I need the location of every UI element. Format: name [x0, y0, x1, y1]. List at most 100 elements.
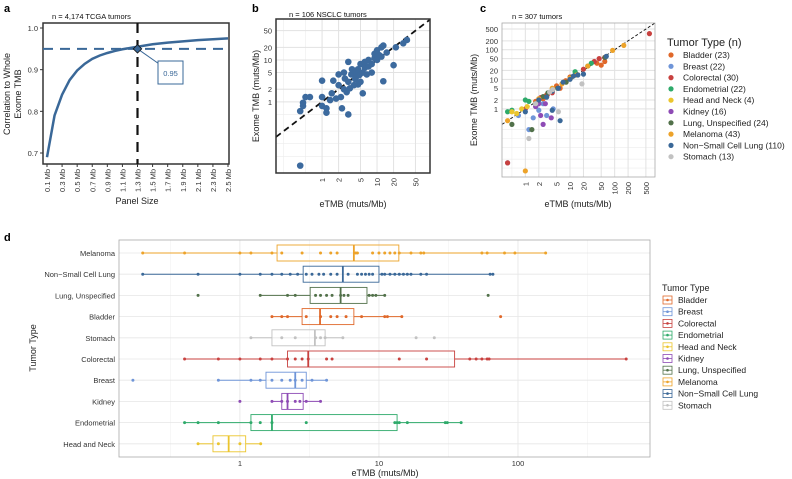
- legend-item: Stomach: [678, 400, 712, 410]
- plot-frame: [118, 239, 651, 458]
- panel-d-chart: eTMB (muts/Mb) Tumor Type Tumor Type 1 10…: [28, 239, 758, 478]
- data-point: [374, 293, 378, 297]
- plot-frame: [501, 22, 656, 178]
- data-point: [368, 69, 376, 76]
- data-point-melanoma: [585, 63, 591, 69]
- data-point: [196, 293, 200, 297]
- data-point: [288, 378, 292, 382]
- data-point: [238, 272, 242, 276]
- data-point-melanoma: [621, 42, 627, 48]
- data-point: [425, 357, 429, 361]
- data-point: [344, 315, 348, 319]
- box-stomach: [249, 329, 436, 347]
- category-label: Breast: [93, 376, 116, 385]
- box-non-small-cell-lung: [141, 265, 495, 283]
- data-point: [319, 399, 323, 403]
- data-point-non-small-cell-lung: [603, 53, 609, 59]
- data-point: [293, 399, 297, 403]
- data-point: [270, 399, 274, 403]
- data-point: [306, 93, 314, 101]
- legend-item: Lung, Unspecified (24): [683, 118, 769, 128]
- x-tick-label: 100: [512, 459, 525, 468]
- x-tick-label: 1.3 Mb: [134, 169, 143, 192]
- data-point: [405, 421, 409, 425]
- correlation-curve: [45, 37, 229, 158]
- data-point: [357, 78, 364, 86]
- data-point-kidney: [548, 115, 554, 121]
- points-layer: [276, 19, 430, 169]
- legend-swatch: [668, 120, 674, 126]
- y-tick-label: 0.9: [28, 66, 38, 75]
- box-melanoma: [141, 244, 548, 262]
- data-point: [513, 251, 517, 255]
- data-point-non-small-cell-lung: [549, 107, 555, 113]
- data-point-non-small-cell-lung: [492, 122, 497, 127]
- data-point: [341, 336, 345, 340]
- data-point: [216, 442, 220, 446]
- chart-d-xlabel: eTMB (muts/Mb): [351, 468, 418, 478]
- data-point: [293, 378, 297, 382]
- data-point: [319, 293, 323, 297]
- data-point-stomach: [579, 81, 585, 87]
- data-point-stomach: [533, 101, 539, 107]
- data-point: [346, 272, 350, 276]
- data-point: [485, 251, 489, 255]
- data-point: [624, 357, 628, 361]
- x-tick-label: 2: [535, 182, 544, 186]
- data-point: [183, 357, 187, 361]
- data-point: [445, 421, 449, 425]
- x-tick-label: 500: [642, 182, 651, 195]
- data-point: [330, 293, 334, 297]
- data-point: [346, 293, 350, 297]
- data-point-endometrial: [526, 98, 532, 104]
- annotation-box: [157, 60, 184, 85]
- data-point: [400, 315, 404, 319]
- data-point: [335, 272, 339, 276]
- legend-item: Kidney (16): [683, 107, 727, 117]
- panel-label-c: c: [480, 3, 486, 15]
- data-point-lung-unspecified: [529, 126, 535, 133]
- data-point: [368, 60, 376, 68]
- points-layer: [492, 23, 655, 174]
- chart-a-ylabel-line2: Exome TMB: [13, 69, 23, 118]
- data-point: [310, 378, 314, 382]
- x-tick-label: 10: [373, 178, 382, 186]
- data-point: [335, 71, 342, 78]
- box-breast: [131, 371, 329, 389]
- legend-swatch-dot: [666, 392, 669, 395]
- data-point: [329, 251, 333, 255]
- data-point-non-small-cell-lung: [567, 76, 573, 82]
- data-point: [388, 272, 392, 276]
- data-point: [379, 77, 387, 85]
- data-point: [325, 378, 329, 382]
- data-point-stomach: [550, 86, 556, 93]
- y-tick-label: 500: [485, 25, 498, 34]
- chart-a-ylabel-line1: Correlation to Whole: [2, 53, 12, 135]
- data-point-endometrial: [504, 109, 511, 115]
- y-tick-label: 50: [490, 55, 498, 64]
- data-point: [280, 378, 284, 382]
- data-point: [340, 69, 348, 76]
- data-point: [314, 336, 318, 340]
- data-point: [379, 42, 387, 49]
- category-label: Lung, Unspecified: [55, 291, 115, 300]
- data-point: [383, 315, 387, 319]
- iqr-box: [265, 371, 307, 389]
- panel-label-a: a: [4, 3, 11, 15]
- data-point-colorectal: [596, 56, 602, 62]
- data-point: [397, 272, 401, 276]
- x-tick-label: 2.1 Mb: [194, 169, 203, 192]
- data-point: [323, 336, 327, 340]
- data-point: [310, 272, 314, 276]
- data-point: [258, 357, 262, 361]
- box-colorectal: [183, 350, 628, 368]
- data-point: [390, 61, 397, 69]
- legend-item: Lung, Unspecified: [678, 365, 746, 375]
- data-point: [280, 399, 284, 403]
- data-point: [319, 251, 323, 255]
- data-point: [196, 421, 200, 425]
- data-point: [544, 251, 548, 255]
- data-point-non-small-cell-lung: [570, 73, 577, 79]
- plot-frame: [275, 18, 431, 174]
- chart-a-title: n = 4,174 TCGA tumors: [52, 12, 131, 21]
